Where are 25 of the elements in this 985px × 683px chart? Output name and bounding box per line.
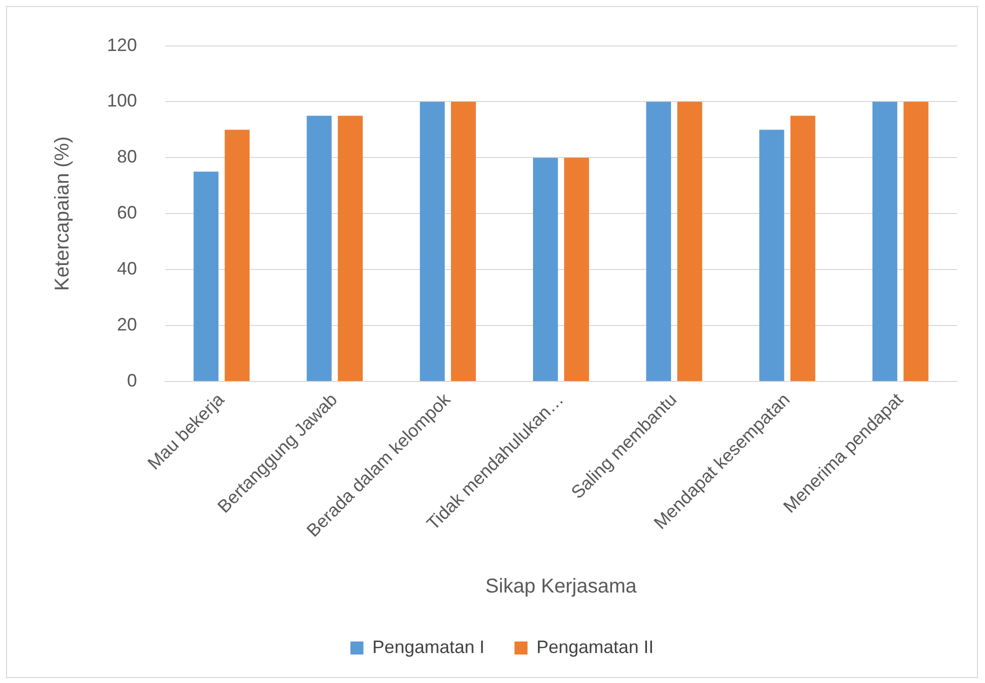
y-tick-label: 100	[106, 90, 138, 111]
bar	[420, 102, 445, 381]
y-tick-label: 80	[117, 146, 138, 167]
legend-label: Pengamatan I	[372, 636, 484, 657]
bar	[338, 116, 363, 381]
bar	[904, 102, 928, 381]
legend-label: Pengamatan II	[536, 636, 654, 657]
bar	[759, 130, 784, 381]
bar	[790, 116, 816, 381]
bar	[450, 102, 476, 381]
y-tick-label: 20	[117, 314, 138, 334]
bar	[564, 158, 590, 381]
y-tick-label: 0	[127, 370, 138, 390]
y-tick-label: 120	[106, 34, 138, 55]
bar	[646, 102, 672, 381]
x-axis-title: Sikap Kerjasama	[485, 576, 638, 598]
y-tick-label: 40	[117, 258, 138, 279]
y-tick-label: 60	[117, 202, 138, 223]
bar	[194, 172, 218, 381]
bar	[306, 116, 332, 381]
bar	[533, 158, 558, 381]
bar	[872, 102, 898, 381]
y-axis-title: Ketercapaian (%)	[52, 136, 74, 291]
bar	[677, 102, 702, 381]
bar	[224, 130, 250, 381]
